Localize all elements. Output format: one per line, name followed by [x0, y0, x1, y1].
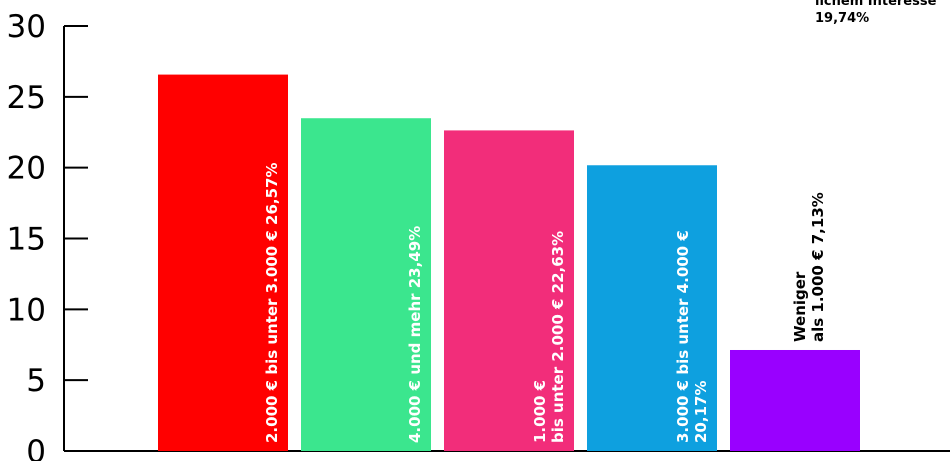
y-tick-label: 5 [26, 363, 46, 399]
y-tick-label: 20 [7, 151, 46, 187]
bar-label-line: 1.000 € [531, 380, 549, 443]
y-tick-label: 0 [26, 434, 46, 461]
annotation-line-2: 19,74% [815, 11, 870, 26]
bar-label: 3.000 € bis unter 4.000 €20,17% [674, 230, 710, 443]
annotation-note: lichem Interesse 19,74% [815, 0, 950, 37]
bar-label-line: Weniger [791, 271, 809, 342]
bar-labels: 2.000 € bis unter 3.000 € 26,57% 4.000 € … [263, 163, 827, 443]
bar-label: Weniger als 1.000 € 7,13% [791, 192, 827, 342]
bar [730, 349, 860, 451]
bar-label: 2.000 € bis unter 3.000 € 26,57% [263, 163, 281, 443]
bar [444, 130, 574, 452]
bar-label-line: 2.000 € bis unter 3.000 € 26,57% [263, 163, 281, 443]
bar-label-line: 4.000 € und mehr 23,49% [406, 226, 424, 443]
bar [301, 118, 431, 451]
annotation-line-1: lichem Interesse [815, 0, 937, 9]
y-tick-label: 15 [7, 222, 46, 258]
y-axis: 0 5 10 15 20 25 30 [7, 9, 950, 461]
bar-label-line: bis unter 2.000 € 22,63% [549, 231, 567, 443]
bar-label-line: 20,17% [692, 381, 710, 443]
bar [158, 74, 288, 451]
y-tick-label: 30 [7, 9, 46, 45]
bar-label-line: 3.000 € bis unter 4.000 € [674, 230, 692, 443]
y-tick-label: 25 [7, 80, 46, 116]
bar [587, 165, 717, 451]
bars [158, 74, 860, 452]
y-tick-label: 10 [7, 292, 46, 328]
bar-label-line: als 1.000 € 7,13% [809, 192, 827, 342]
bar-label: 1.000 € bis unter 2.000 € 22,63% [531, 231, 567, 443]
bar-label: 4.000 € und mehr 23,49% [406, 226, 424, 443]
